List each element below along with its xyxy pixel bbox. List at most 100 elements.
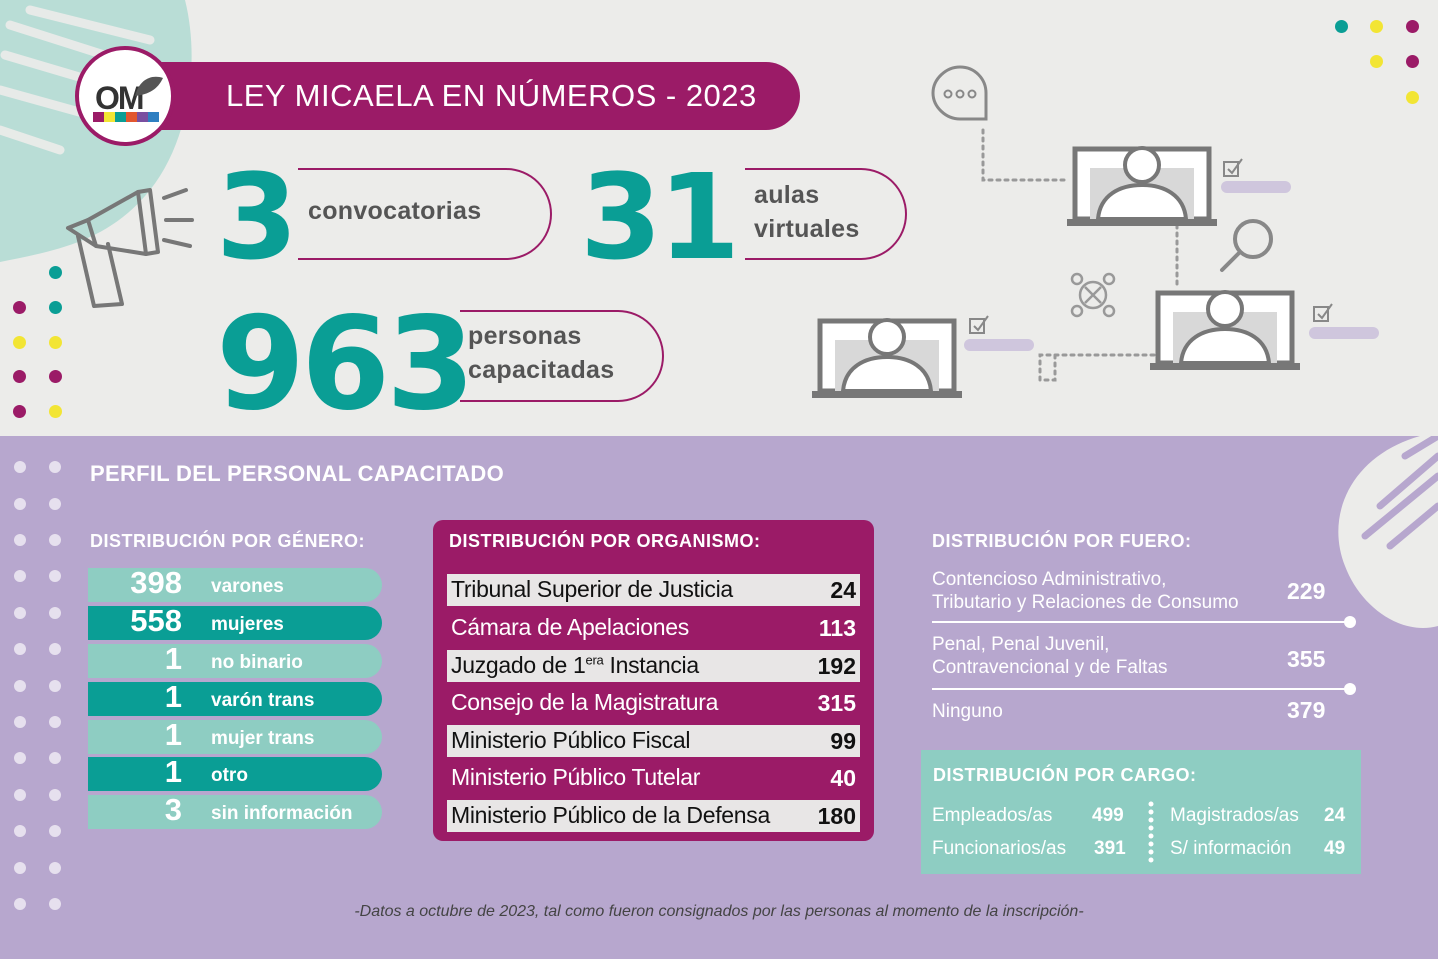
organismo-value: 113 [818, 615, 856, 641]
chat-bubble-icon [931, 65, 988, 121]
fuero-title: DISTRIBUCIÓN POR FUERO: [932, 531, 1192, 551]
divider [932, 688, 1350, 690]
stat-box [298, 168, 552, 260]
decor-dot [1370, 55, 1383, 68]
genero-label: otro [211, 765, 248, 786]
cargo-label: Funcionarios/as [932, 838, 1067, 859]
organismo-row: Ministerio Público de la Defensa 180 [447, 800, 860, 832]
decor-dot [49, 301, 62, 314]
cargo-value: 499 [1092, 805, 1124, 826]
cargo-value: 24 [1324, 805, 1346, 826]
stat-aulas-value: 31 [580, 148, 740, 286]
om-logo: OM [75, 46, 175, 146]
organismo-name: Cámara de Apelaciones [451, 614, 689, 640]
stat-personas-value: 963 [216, 290, 475, 436]
cargo-panel [921, 750, 1361, 874]
genero-label: mujeres [211, 614, 284, 635]
genero-row: 3 sin información [88, 792, 382, 829]
organismo-row: Juzgado de 1era Instancia 192 [447, 650, 860, 682]
stat-convocatorias-value: 3 [216, 148, 298, 286]
stat-aulas-label-2: virtuales [754, 215, 860, 243]
divider-dot [1344, 683, 1356, 695]
fuero-value: 229 [1287, 578, 1326, 604]
genero-row: 1 no binario [88, 641, 382, 678]
logo-text: OM [95, 80, 145, 116]
organismo-name: Ministerio Público Fiscal [451, 727, 691, 753]
decorative-shapes [1338, 436, 1438, 628]
decor-dot [1406, 55, 1419, 68]
organismo-value: 180 [817, 803, 856, 829]
genero-row: 558 mujeres [88, 603, 382, 640]
cargo-value: 49 [1324, 838, 1346, 859]
organismo-value: 24 [830, 577, 856, 603]
organismo-row: Consejo de la Magistratura 315 [447, 687, 860, 719]
stat-personas-label-1: personas [468, 322, 582, 350]
organismo-name: Consejo de la Magistratura [451, 689, 719, 715]
stat-box [745, 168, 907, 260]
decor-dot [1406, 91, 1419, 104]
footnote: -Datos a octubre de 2023, tal como fuero… [354, 903, 1084, 920]
fuero-name: Contencioso Administrativo, Tributario y … [932, 569, 1239, 613]
organismo-value: 192 [817, 653, 856, 679]
genero-label: varones [211, 576, 284, 597]
organismo-value: 99 [830, 728, 856, 754]
decor-dot [1335, 20, 1348, 33]
virtual-classroom-illustration [812, 65, 1379, 398]
fuero-value: 355 [1287, 646, 1326, 672]
stat-convocatorias-label: convocatorias [308, 197, 482, 225]
organismo-name: Tribunal Superior de Justicia [451, 576, 733, 602]
divider [932, 621, 1350, 623]
decor-dot-grid [14, 461, 61, 910]
genero-title: DISTRIBUCIÓN POR GÉNERO: [90, 531, 366, 551]
genero-value: 1 [164, 679, 182, 714]
decor-dot [49, 405, 62, 418]
genero-value: 558 [130, 603, 182, 638]
checkbox-icon [969, 158, 1333, 334]
genero-label: mujer trans [211, 728, 315, 749]
organismo-value: 315 [817, 690, 856, 716]
organismo-row: Tribunal Superior de Justicia 24 [447, 574, 860, 606]
genero-row: 1 mujer trans [88, 717, 382, 754]
genero-value: 1 [164, 641, 182, 676]
stat-personas-label-2: capacitadas [468, 356, 615, 384]
megaphone-icon [66, 188, 194, 308]
decor-dot [49, 336, 62, 349]
genero-label: sin información [211, 803, 353, 824]
fuero-value: 379 [1287, 697, 1326, 723]
logo-stripe [93, 112, 159, 122]
laptop-user-icon [812, 318, 962, 398]
genero-row: 1 otro [88, 754, 382, 791]
divider-dot [1344, 616, 1356, 628]
organismo-name: Ministerio Público de la Defensa [451, 802, 770, 828]
decor-dot [49, 370, 62, 383]
organismo-row: Cámara de Apelaciones 113 [447, 612, 860, 644]
cargo-title: DISTRIBUCIÓN POR CARGO: [933, 765, 1197, 785]
genero-value: 1 [164, 754, 182, 789]
magnifier-icon [1220, 219, 1273, 272]
perfil-title: PERFIL DEL PERSONAL CAPACITADO [90, 461, 505, 486]
organismo-row: Ministerio Público Fiscal 99 [447, 725, 860, 757]
laptop-user-icon [1067, 146, 1217, 226]
genero-label: no binario [211, 652, 303, 673]
genero-value: 398 [130, 565, 182, 600]
stat-box [460, 310, 664, 402]
fuero-name: Ninguno [932, 701, 1003, 722]
cargo-divider [1148, 801, 1154, 863]
page-title: LEY MICAELA EN NÚMEROS - 2023 [140, 62, 800, 130]
genero-row: 1 varón trans [88, 679, 382, 716]
organismo-name: Ministerio Público Tutelar [451, 764, 701, 790]
organismo-title: DISTRIBUCIÓN POR ORGANISMO: [449, 531, 761, 551]
logo-mark-icon [135, 76, 163, 96]
genero-row: 398 varones [88, 565, 382, 602]
laptop-user-icon [1150, 290, 1300, 370]
decor-dot [1370, 20, 1383, 33]
stat-aulas-label-1: aulas [754, 181, 820, 209]
organismo-row: Ministerio Público Tutelar 40 [447, 762, 860, 794]
decor-dot [13, 370, 26, 383]
cargo-label: Magistrados/as [1170, 805, 1299, 826]
decor-dot [1406, 20, 1419, 33]
organismo-name: Juzgado de 1era Instancia [451, 652, 699, 678]
fuero-name: Penal, Penal Juvenil, Contravencional y d… [932, 634, 1168, 678]
cargo-label: S/ información [1170, 838, 1292, 859]
